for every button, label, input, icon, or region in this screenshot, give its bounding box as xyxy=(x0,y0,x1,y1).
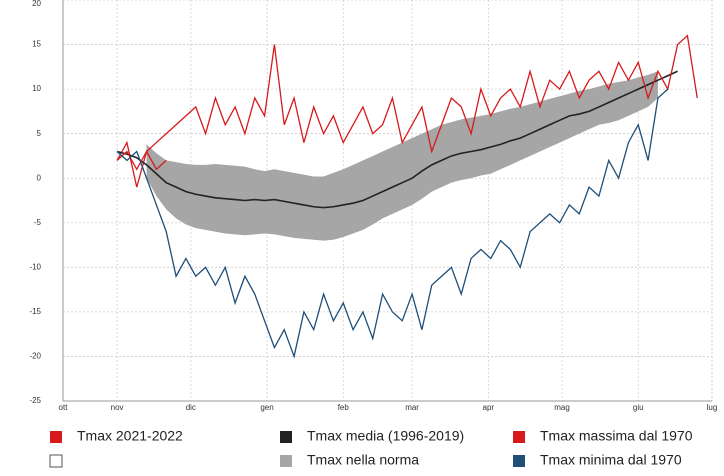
norm-band xyxy=(146,71,658,241)
x-tick-label: apr xyxy=(483,403,495,412)
legend-swatch xyxy=(280,455,292,467)
series-line xyxy=(116,34,698,171)
legend-empty-box xyxy=(49,454,63,468)
x-tick-label: gen xyxy=(260,403,273,412)
y-tick-label: -10 xyxy=(29,262,41,271)
x-tick-label: lug xyxy=(707,403,718,412)
x-tick-label: ott xyxy=(59,403,69,412)
legend-swatch xyxy=(513,431,525,443)
x-tick-label: mag xyxy=(554,403,570,412)
series-line xyxy=(116,70,678,209)
legend-label: Tmax minima dal 1970 xyxy=(540,452,682,468)
legend-swatch xyxy=(513,455,525,467)
band-layer xyxy=(146,71,658,241)
y-tick-label: 5 xyxy=(37,129,42,138)
series-line xyxy=(116,88,669,359)
legend-label: Tmax 2021-2022 xyxy=(77,428,183,444)
legend-swatch xyxy=(280,431,292,443)
x-tick-label: mar xyxy=(405,403,419,412)
legend-label: Tmax media (1996-2019) xyxy=(307,428,464,444)
y-tick-label: -20 xyxy=(29,352,41,361)
y-tick-label: 20 xyxy=(32,0,41,8)
y-tick-label: -15 xyxy=(29,307,41,316)
x-tick-label: giu xyxy=(633,403,644,412)
y-tick-label: 15 xyxy=(32,40,41,49)
legend-swatch xyxy=(50,431,62,443)
y-tick-label: -25 xyxy=(29,396,41,405)
y-tick-label: -5 xyxy=(34,218,42,227)
y-tick-label: 10 xyxy=(32,84,41,93)
y-tick-label: 0 xyxy=(37,173,42,182)
legend-label: Tmax nella norma xyxy=(307,452,419,468)
x-tick-label: nov xyxy=(111,403,124,412)
legend-label: Tmax massima dal 1970 xyxy=(540,428,693,444)
x-tick-label: feb xyxy=(338,403,350,412)
x-tick-label: dic xyxy=(186,403,196,412)
series-line xyxy=(116,140,167,188)
